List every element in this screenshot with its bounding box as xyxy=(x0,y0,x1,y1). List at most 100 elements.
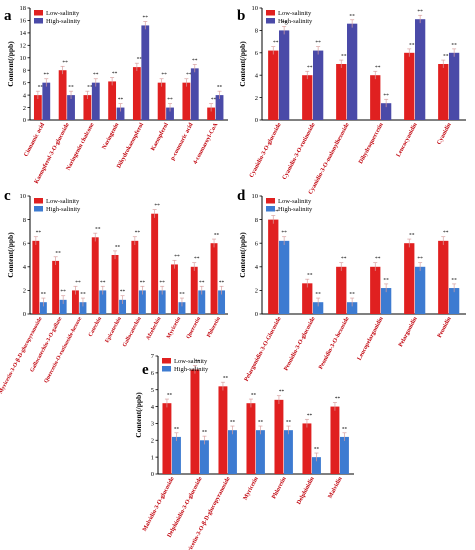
significance-mark: ** xyxy=(223,376,229,382)
bar-high xyxy=(449,52,460,120)
y-tick-label: 4 xyxy=(23,92,27,99)
significance-mark: ** xyxy=(273,40,279,46)
y-tick-label: 0 xyxy=(23,117,26,124)
significance-mark: ** xyxy=(315,40,321,46)
category-label: Myricetin xyxy=(166,315,183,339)
bar-low xyxy=(404,52,415,120)
significance-mark: ** xyxy=(341,256,347,262)
category-label: Quercetin xyxy=(186,315,203,340)
bar-low xyxy=(58,70,67,120)
y-tick-label: 2 xyxy=(23,105,26,112)
significance-mark: ** xyxy=(137,57,143,63)
significance-mark: ** xyxy=(273,209,279,215)
legend-label: High-salinity xyxy=(278,206,313,213)
category-label: Afzelechin xyxy=(145,315,163,341)
y-tick-label: 2 xyxy=(23,288,26,295)
y-tick-label: 10 xyxy=(20,55,27,62)
bar-high xyxy=(190,68,199,120)
category-label: Phloretin xyxy=(206,315,222,338)
significance-mark: ** xyxy=(375,65,381,71)
y-tick-label: 6 xyxy=(255,240,259,247)
bar-high xyxy=(381,288,392,314)
significance-mark: ** xyxy=(307,65,313,71)
category-label: Cinnamic acid xyxy=(23,122,46,158)
significance-mark: ** xyxy=(195,359,201,365)
category-label: Myricetin-3-O-β-D-glucopyranoside xyxy=(183,476,232,550)
significance-mark: ** xyxy=(251,393,257,399)
bar-low xyxy=(32,240,40,314)
bar-low xyxy=(370,266,381,314)
category-label: Catechin xyxy=(88,315,104,338)
category-label: Pelargonidin-3-O-Glucoside xyxy=(244,316,283,383)
category-label: Leucocyanidin xyxy=(396,122,419,159)
significance-mark: ** xyxy=(211,97,217,103)
significance-mark: ** xyxy=(135,230,141,236)
bar-low xyxy=(302,423,312,474)
legend-swatch-low xyxy=(34,10,43,16)
bar-high xyxy=(91,82,100,120)
category-label: Pelargonidin xyxy=(398,316,419,349)
significance-mark: ** xyxy=(281,20,287,26)
significance-mark: ** xyxy=(335,396,341,402)
significance-mark: ** xyxy=(112,71,118,77)
bar-high xyxy=(279,240,290,314)
y-axis-label: Content(/ppb) xyxy=(6,232,15,278)
significance-mark: ** xyxy=(60,289,66,295)
significance-mark: ** xyxy=(118,97,124,103)
y-tick-label: 10 xyxy=(20,193,27,200)
category-label: Delphinidin xyxy=(296,476,316,506)
y-tick-label: 8 xyxy=(23,217,26,224)
legend-label: Low-salinity xyxy=(278,10,312,17)
bar-low xyxy=(438,64,449,120)
y-tick-label: 6 xyxy=(255,50,259,57)
y-tick-label: 8 xyxy=(255,28,258,35)
significance-mark: ** xyxy=(154,203,160,209)
panel-e: e 0 1 2 3 4 5 6 7 Content(/ppb) ** ** Malvidin-3-O-g… xyxy=(134,353,354,550)
y-tick-label: 6 xyxy=(23,240,27,247)
significance-mark: ** xyxy=(307,413,313,419)
bar-low xyxy=(111,255,119,314)
significance-mark: ** xyxy=(75,280,81,286)
bar-low xyxy=(404,243,415,314)
category-label: Leucopelargonidin xyxy=(357,316,385,362)
y-tick-label: 10 xyxy=(252,5,259,12)
panel-label: c xyxy=(4,188,11,204)
bar-low xyxy=(108,81,117,120)
significance-mark: ** xyxy=(179,292,185,298)
significance-mark: ** xyxy=(417,256,423,262)
category-label: Phloretin xyxy=(271,476,288,500)
y-axis-label: Content(/ppb) xyxy=(6,41,15,87)
bar-low xyxy=(246,403,256,474)
significance-mark: ** xyxy=(87,85,93,91)
significance-mark: ** xyxy=(100,280,106,286)
bar-low xyxy=(190,369,200,474)
legend-label: Low-salinity xyxy=(278,198,312,205)
category-label: Cyanidin-3-O-glucoside xyxy=(249,122,283,179)
bar-low xyxy=(190,266,198,314)
y-tick-label: 8 xyxy=(23,67,26,74)
bar-high xyxy=(340,436,349,474)
y-axis-label: Content(/ppb) xyxy=(134,392,143,438)
bar-high xyxy=(42,82,51,120)
y-tick-label: 2 xyxy=(151,437,154,444)
significance-mark: ** xyxy=(314,447,320,453)
category-label: Naringenin xyxy=(101,122,120,151)
y-tick-label: 0 xyxy=(255,311,258,318)
legend-swatch-low xyxy=(266,198,275,204)
significance-mark: ** xyxy=(68,85,74,91)
bar-low xyxy=(302,75,313,120)
significance-mark: ** xyxy=(80,292,86,298)
bar-high xyxy=(256,430,265,474)
panel-d: d 0 2 4 6 8 10 Content(/ppb) ** ** Pelargonidin-3-… xyxy=(237,188,466,383)
category-label: Peonidin-3-O-glucoside xyxy=(283,316,317,372)
legend-swatch-low xyxy=(266,10,275,16)
bar-low xyxy=(151,213,159,314)
significance-mark: ** xyxy=(38,85,44,91)
y-tick-label: 18 xyxy=(20,5,27,12)
y-tick-label: 2 xyxy=(255,288,258,295)
bar-high xyxy=(449,288,460,314)
bar-high xyxy=(141,25,150,120)
bar-high xyxy=(67,95,75,120)
significance-mark: ** xyxy=(219,280,225,286)
category-label: Quercetin-O-rutinoside-hexose xyxy=(43,316,83,384)
